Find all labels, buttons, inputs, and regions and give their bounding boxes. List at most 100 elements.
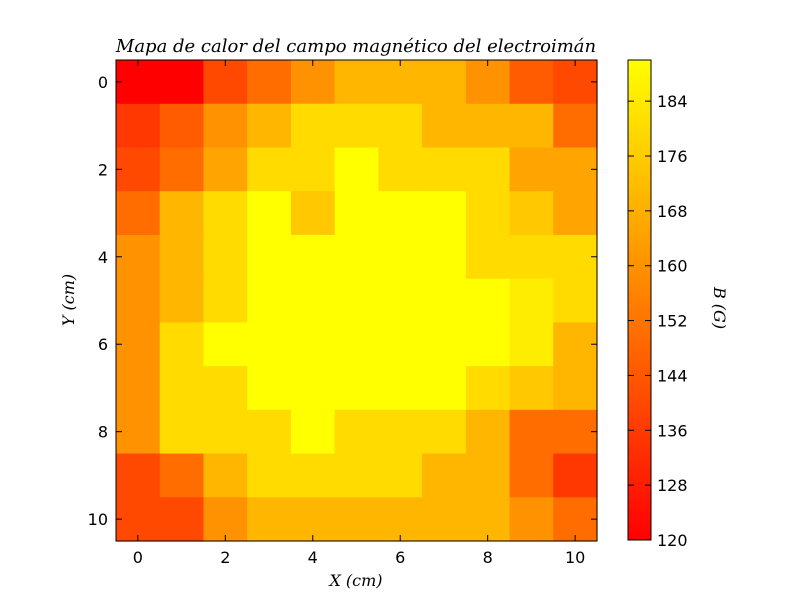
chart-title: Mapa de calor del campo magnético del el…	[115, 36, 596, 57]
heatmap-cell	[334, 234, 379, 280]
heatmap-cell	[116, 366, 161, 411]
heatmap-cell	[116, 60, 161, 105]
y-tick-label: 4	[98, 248, 108, 267]
heatmap-cell	[509, 366, 554, 411]
heatmap-cell	[465, 497, 511, 542]
heatmap-cell	[465, 409, 511, 455]
heatmap-cell	[247, 278, 292, 323]
heatmap-cell	[509, 147, 554, 192]
heatmap-cell	[116, 278, 161, 323]
heatmap-cell	[422, 191, 467, 236]
heatmap-cell	[334, 453, 379, 498]
heatmap-cell	[553, 147, 598, 192]
heatmap-cell	[422, 366, 467, 411]
y-axis-label: Y (cm)	[59, 274, 78, 326]
heatmap-cell	[334, 497, 379, 542]
heatmap-cell	[203, 103, 248, 149]
heatmap-cell	[378, 278, 423, 323]
heatmap-cell	[378, 147, 423, 192]
heatmap-cell	[553, 278, 598, 323]
heatmap-cell	[465, 60, 511, 105]
heatmap-cell	[247, 60, 292, 105]
x-tick-label: 6	[395, 548, 405, 567]
heatmap-cell	[509, 497, 554, 542]
heatmap-cell	[422, 60, 467, 105]
heatmap-cell	[553, 497, 598, 542]
colorbar-tick-label: 144	[657, 366, 688, 385]
heatmap-cell	[553, 409, 598, 455]
heatmap-cell	[509, 103, 554, 149]
heatmap-cell	[465, 453, 511, 498]
heatmap-cell	[422, 497, 467, 542]
heatmap-cell	[159, 103, 205, 149]
x-tick-label: 8	[483, 548, 493, 567]
heatmap-cell	[553, 60, 598, 105]
heatmap-cell	[378, 103, 423, 149]
heatmap-cell	[290, 278, 336, 323]
heatmap-cell	[116, 453, 161, 498]
heatmap-cell	[334, 191, 379, 236]
heatmap-cell	[422, 278, 467, 323]
heatmap-cell	[509, 278, 554, 323]
y-tick-label: 10	[88, 510, 108, 529]
y-tick-label: 0	[98, 73, 108, 92]
heatmap-cell	[203, 366, 248, 411]
heatmap-cell	[159, 60, 205, 105]
heatmap-cell	[378, 366, 423, 411]
colorbar-tick-label: 128	[657, 476, 688, 495]
heatmap-cell	[247, 191, 292, 236]
heatmap-cell	[159, 366, 205, 411]
heatmap-cell	[334, 147, 379, 192]
heatmap-cell	[553, 103, 598, 149]
heatmap-cell	[159, 453, 205, 498]
heatmap-cell	[465, 278, 511, 323]
heatmap-cell	[422, 234, 467, 280]
heatmap-cell	[159, 409, 205, 455]
heatmap-cell	[159, 147, 205, 192]
heatmap-cell	[247, 322, 292, 367]
heatmap-cell	[116, 409, 161, 455]
heatmap-cell	[116, 147, 161, 192]
heatmap-cell	[203, 60, 248, 105]
heatmap-cell	[509, 60, 554, 105]
heatmap-cell	[422, 453, 467, 498]
heatmap-cell	[553, 191, 598, 236]
heatmap-cell	[465, 147, 511, 192]
heatmap-cell	[378, 453, 423, 498]
heatmap-cell	[203, 278, 248, 323]
heatmap-cell	[422, 409, 467, 455]
x-axis-ticks: 0 2 4 6 8 10	[133, 60, 585, 567]
heatmap-cell	[247, 409, 292, 455]
heatmap-cell	[422, 147, 467, 192]
heatmap-cell	[203, 497, 248, 542]
heatmap-cell	[509, 453, 554, 498]
heatmap-cell	[159, 234, 205, 280]
heatmap-cell	[465, 366, 511, 411]
heatmap-cell	[334, 60, 379, 105]
heatmap-cell	[290, 147, 336, 192]
heatmap-cell	[378, 234, 423, 280]
heatmap-cell	[203, 191, 248, 236]
heatmap-cell	[465, 103, 511, 149]
heatmap-cell	[116, 497, 161, 542]
heatmap-cell	[203, 322, 248, 367]
heatmap-cell	[334, 366, 379, 411]
heatmap-cell	[378, 497, 423, 542]
x-tick-label: 4	[308, 548, 318, 567]
heatmap-cell	[378, 409, 423, 455]
heatmap-cell	[509, 409, 554, 455]
heatmap-cell	[553, 234, 598, 280]
x-tick-label: 10	[565, 548, 585, 567]
heatmap-cell	[334, 409, 379, 455]
heatmap-cell	[290, 103, 336, 149]
heatmap-cell	[290, 497, 336, 542]
colorbar-tick-label: 184	[657, 92, 688, 111]
x-tick-label: 0	[133, 548, 143, 567]
heatmap-cell	[334, 278, 379, 323]
heatmap-cell	[203, 147, 248, 192]
heatmap-cell	[116, 322, 161, 367]
heatmap-cell	[159, 278, 205, 323]
heatmap-cell	[334, 103, 379, 149]
heatmap-cell	[247, 497, 292, 542]
